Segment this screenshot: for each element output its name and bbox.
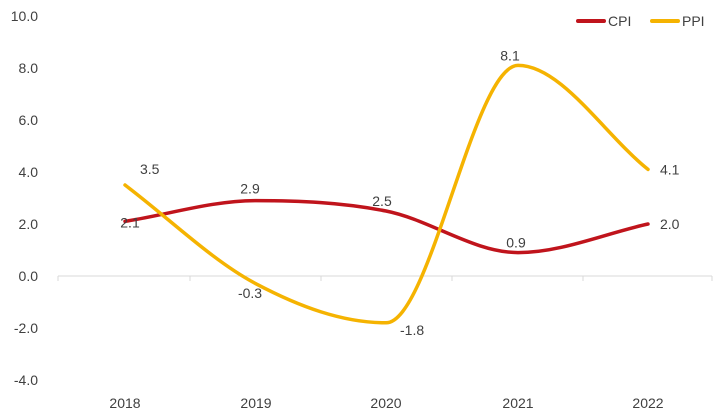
data-label-ppi: 8.1 <box>500 47 520 63</box>
series-line-ppi <box>123 63 650 325</box>
data-label-cpi: 2.9 <box>240 181 260 197</box>
x-tick-label: 2021 <box>502 395 533 411</box>
x-tick-label: 2022 <box>632 395 663 411</box>
x-tick-label: 2020 <box>370 395 401 411</box>
legend-label-ppi: PPI <box>682 13 705 29</box>
data-label-ppi: -1.8 <box>400 322 424 338</box>
axes: -4.0 -2.0 0.0 2.0 4.0 6.0 8.0 10.0 2018 2019 2020 2… <box>11 8 713 411</box>
data-labels: 2.1 2.9 2.5 0.9 2.0 3.5 -0.3 -1.8 8.1 4.1 <box>120 47 679 337</box>
data-label-cpi: 2.1 <box>120 214 140 230</box>
data-label-ppi: -0.3 <box>238 285 262 301</box>
data-label-cpi: 2.0 <box>660 216 680 232</box>
series-lines <box>123 63 650 325</box>
y-tick-label: 4.0 <box>19 164 39 180</box>
y-tick-label: -4.0 <box>14 372 38 388</box>
y-tick-label: 2.0 <box>19 216 39 232</box>
data-label-ppi: 4.1 <box>660 161 680 177</box>
legend: CPI PPI <box>576 13 705 29</box>
x-tick-label: 2018 <box>109 395 140 411</box>
legend-label-cpi: CPI <box>608 13 631 29</box>
data-label-ppi: 3.5 <box>140 161 160 177</box>
y-tick-label: 10.0 <box>11 8 38 24</box>
y-tick-label: 6.0 <box>19 112 39 128</box>
data-label-cpi: 2.5 <box>372 193 392 209</box>
y-tick-label: -2.0 <box>14 320 38 336</box>
y-tick-label: 8.0 <box>19 60 39 76</box>
data-label-cpi: 0.9 <box>506 235 526 251</box>
series-line-cpi <box>123 198 650 255</box>
y-tick-label: 0.0 <box>19 268 39 284</box>
x-tick-label: 2019 <box>240 395 271 411</box>
